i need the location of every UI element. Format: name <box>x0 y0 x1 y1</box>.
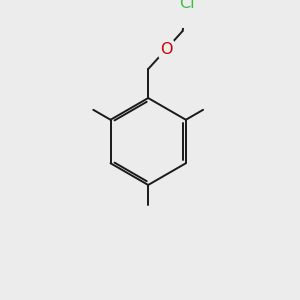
Text: O: O <box>160 42 172 57</box>
Text: Cl: Cl <box>179 0 195 11</box>
